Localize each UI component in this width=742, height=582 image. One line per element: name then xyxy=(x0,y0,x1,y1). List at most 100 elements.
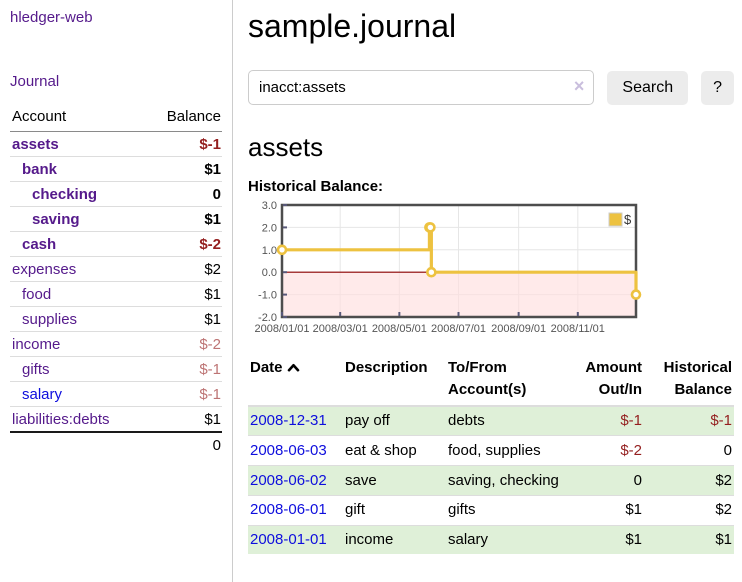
transaction-description: save xyxy=(343,465,446,496)
svg-text:-1.0: -1.0 xyxy=(258,290,277,302)
account-link[interactable]: income xyxy=(12,335,61,353)
account-balance: $-1 xyxy=(144,356,222,382)
help-button[interactable]: ? xyxy=(701,70,734,105)
account-balance: $1 xyxy=(144,306,222,332)
transaction-amount: $-1 xyxy=(620,412,642,429)
account-link[interactable]: food xyxy=(22,285,52,303)
transaction-date-link[interactable]: 2008-06-01 xyxy=(250,501,327,519)
svg-text:2008/03/01: 2008/03/01 xyxy=(313,323,368,335)
account-link[interactable]: cash xyxy=(22,235,57,253)
accounts-header-balance: Balance xyxy=(144,105,222,132)
transaction-date-link[interactable]: 2008-06-02 xyxy=(250,471,327,489)
account-balance: $1 xyxy=(144,281,222,307)
account-heading: assets xyxy=(248,132,324,162)
account-link[interactable]: supplies xyxy=(22,310,78,328)
transaction-description: income xyxy=(343,524,446,555)
svg-text:$: $ xyxy=(624,212,632,227)
transaction-description: eat & shop xyxy=(343,435,446,466)
svg-text:2008/11/01: 2008/11/01 xyxy=(551,323,605,335)
account-link[interactable]: gifts xyxy=(22,360,50,378)
register-header-balance: Historical Balance xyxy=(644,354,734,407)
transaction-accounts: debts xyxy=(448,412,485,429)
account-link[interactable]: liabilities:debts xyxy=(12,410,110,428)
historical-balance-chart: $3.0 2.0 1.0 0.0 -1.0 -2.0 2008/01/01 2008/03/0… xyxy=(248,201,734,342)
transaction-balance: $2 xyxy=(644,465,734,496)
account-row: income $-2 xyxy=(10,331,222,357)
svg-text:1.0: 1.0 xyxy=(262,245,277,257)
search-button[interactable]: Search xyxy=(607,70,689,105)
transaction-accounts: gifts xyxy=(446,494,562,525)
accounts-header-account: Account xyxy=(10,105,145,132)
transaction-date-link[interactable]: 2008-06-03 xyxy=(250,441,327,459)
account-row: food $1 xyxy=(10,281,222,307)
search-input[interactable] xyxy=(248,70,595,105)
register-row: 2008-01-01 income salary $1 $1 xyxy=(248,524,734,555)
page-title: sample.journal xyxy=(248,8,457,44)
account-row: cash $-2 xyxy=(10,231,222,257)
transaction-accounts: saving, checking xyxy=(446,465,562,496)
svg-text:2008/07/01: 2008/07/01 xyxy=(431,323,486,335)
account-row: checking 0 xyxy=(10,181,222,207)
accounts-table: Account Balance assets $-1 bank $1 checking 0… xyxy=(10,105,222,457)
transaction-amount: $-2 xyxy=(562,435,644,466)
svg-text:2008/09/01: 2008/09/01 xyxy=(491,323,546,335)
account-balance: $1 xyxy=(144,206,222,232)
account-link[interactable]: checking xyxy=(32,185,98,203)
svg-text:2008/01/01: 2008/01/01 xyxy=(254,323,309,335)
account-balance: $-2 xyxy=(144,231,222,257)
account-row: assets $-1 xyxy=(10,132,222,157)
register-table-body: 2008-12-31 pay off debts $-1 $-1 2008-06-03 ea… xyxy=(248,405,734,555)
register-header-row: Date Description To/From Account(s) Amou… xyxy=(248,354,734,407)
account-balance: 0 xyxy=(144,181,222,207)
svg-text:2.0: 2.0 xyxy=(262,222,277,234)
accounts-total-value: 0 xyxy=(144,431,222,457)
transaction-amount: $1 xyxy=(562,524,644,555)
transaction-accounts: food, supplies xyxy=(446,435,562,466)
account-link[interactable]: expenses xyxy=(12,260,77,278)
account-link[interactable]: bank xyxy=(22,160,58,178)
register-header-amount: Amount Out/In xyxy=(562,354,644,407)
transaction-accounts: salary xyxy=(446,524,562,555)
register-header-description: Description xyxy=(343,354,446,407)
transaction-amount: $1 xyxy=(562,494,644,525)
register-row: 2008-06-02 save saving, checking 0 $2 xyxy=(248,465,734,496)
account-balance: $-2 xyxy=(144,331,222,357)
clear-search-icon[interactable]: × xyxy=(573,76,585,96)
accounts-total-row: 0 xyxy=(10,431,222,457)
sidebar: hledger-web Journal Account Balance asse… xyxy=(0,0,233,582)
account-balance: $-1 xyxy=(144,381,222,407)
register-row: 2008-12-31 pay off debts $-1 $-1 xyxy=(248,405,734,436)
transaction-date-link[interactable]: 2008-12-31 xyxy=(250,412,327,429)
account-row: supplies $1 xyxy=(10,306,222,332)
transaction-date-link[interactable]: 2008-01-01 xyxy=(250,531,327,548)
svg-text:0.0: 0.0 xyxy=(262,267,277,279)
account-balance: $2 xyxy=(144,256,222,282)
svg-text:3.0: 3.0 xyxy=(262,201,277,212)
account-link[interactable]: saving xyxy=(32,210,80,228)
transaction-description: gift xyxy=(343,494,446,525)
sort-ascending-icon xyxy=(287,357,300,379)
transaction-balance: $-1 xyxy=(710,412,732,429)
app-title-link[interactable]: hledger-web xyxy=(10,9,93,26)
transaction-amount: 0 xyxy=(562,465,644,496)
transaction-description: pay off xyxy=(345,412,390,429)
register-table: Date Description To/From Account(s) Amou… xyxy=(248,354,734,555)
account-row: bank $1 xyxy=(10,156,222,182)
register-header-date[interactable]: Date xyxy=(248,354,343,407)
register-header-accounts: To/From Account(s) xyxy=(446,354,562,407)
main-content: sample.journal × Search ? assets Histori… xyxy=(233,0,742,582)
account-link[interactable]: salary xyxy=(22,385,63,403)
accounts-table-body: assets $-1 bank $1 checking 0 saving $1 cash $-2 e… xyxy=(10,132,222,432)
register-row: 2008-06-03 eat & shop food, supplies $-2 0 xyxy=(248,435,734,466)
account-link[interactable]: assets xyxy=(12,135,59,153)
account-balance: $1 xyxy=(144,156,222,182)
account-row: liabilities:debts $1 xyxy=(10,406,222,432)
account-row: saving $1 xyxy=(10,206,222,232)
journal-link[interactable]: Journal xyxy=(10,73,60,90)
transaction-balance: $2 xyxy=(644,494,734,525)
register-row: 2008-06-01 gift gifts $1 $2 xyxy=(248,494,734,525)
transaction-balance: $1 xyxy=(644,524,734,555)
chart-label: Historical Balance: xyxy=(248,178,384,195)
account-row: gifts $-1 xyxy=(10,356,222,382)
